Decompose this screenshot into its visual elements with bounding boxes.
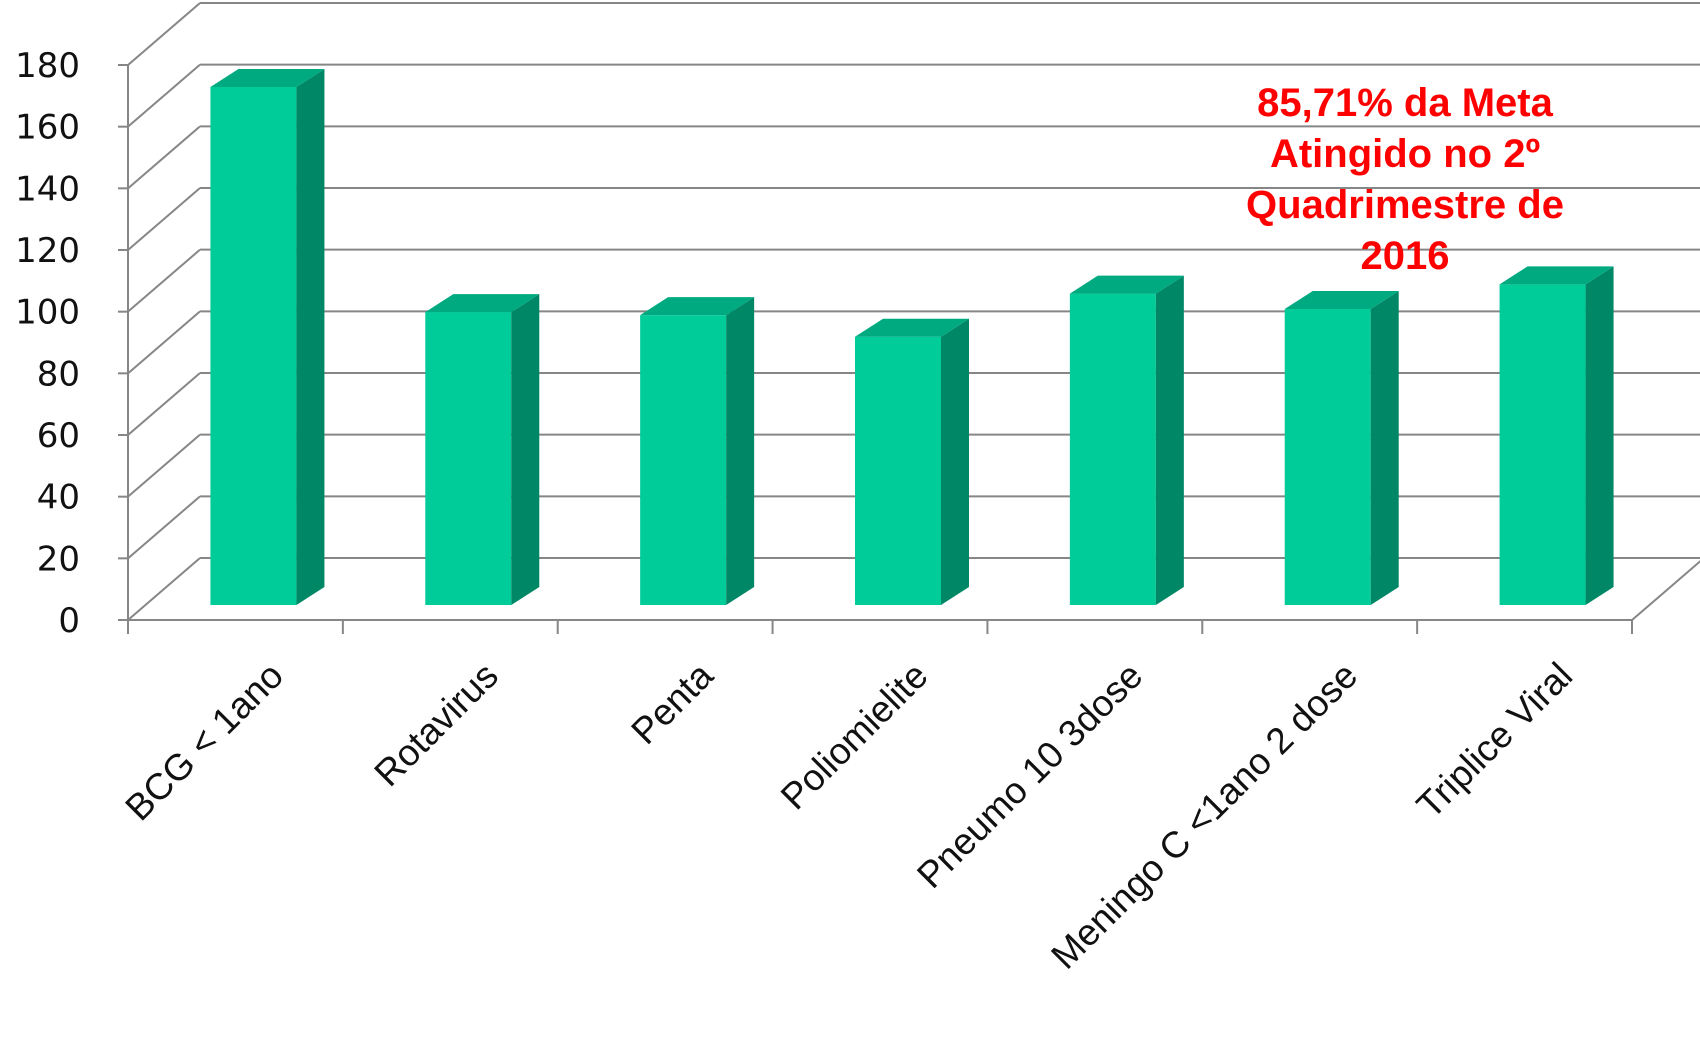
gridline-side-60 (127, 372, 201, 436)
y-tick-label-0: 0 (58, 601, 80, 641)
bar-1 (425, 294, 540, 605)
bar-5 (1284, 291, 1399, 605)
bar-front-5 (1284, 309, 1371, 605)
y-tick-label-180: 180 (15, 46, 80, 86)
bar-top-0 (210, 69, 325, 87)
gridline-side-40 (127, 433, 201, 498)
floor-edge-right (1631, 560, 1700, 621)
x-category-label-3: Poliomielite (773, 655, 936, 818)
y-tick-label-140: 140 (15, 169, 80, 209)
bar-front-0 (210, 87, 297, 605)
y-tick-label-40: 40 (37, 478, 80, 518)
bars (210, 69, 1614, 605)
bar-front-6 (1499, 284, 1586, 605)
x-category-label-0: BCG < 1ano (117, 655, 291, 829)
y-tick-label-120: 120 (15, 231, 80, 271)
annotation-line-3: Quadrimestre de (1246, 183, 1564, 227)
gridline-side-140 (127, 125, 201, 190)
bar-side-4 (1155, 275, 1184, 605)
gridline-side-80 (127, 310, 201, 375)
bar-front-4 (1069, 293, 1156, 605)
x-category-labels: BCG < 1ano Rotavirus Penta PoliomielitePneu… (117, 654, 1580, 976)
annotation-line-4: 2016 (1360, 234, 1450, 278)
y-tick-label-80: 80 (37, 354, 80, 394)
bar-side-0 (296, 69, 325, 605)
bar-top-5 (1284, 291, 1399, 309)
bar-side-6 (1585, 266, 1614, 605)
bar-side-3 (941, 318, 969, 605)
goal-annotation: 85,71% da Meta Atingido no 2º Quadrimest… (1180, 78, 1630, 282)
y-tick-labels: 0 20 40 60 80 100 120 140 160 180 (15, 46, 80, 641)
gridline-side-120 (127, 187, 201, 251)
gridline-side-160 (127, 63, 201, 128)
bar-top-4 (1069, 275, 1184, 294)
gridline-side-180 (127, 2, 201, 66)
gridline-side-20 (127, 495, 201, 560)
bar-side-1 (511, 294, 540, 605)
bar-top-3 (855, 318, 969, 337)
y-tick-label-60: 60 (37, 416, 80, 456)
y-tick-label-20: 20 (37, 539, 80, 579)
x-category-label-1: Rotavirus (366, 655, 505, 794)
bar-front-3 (855, 336, 941, 605)
x-category-label-6: Triplice Viral (1409, 655, 1580, 826)
bar-2 (640, 297, 755, 605)
y-tick-label-100: 100 (15, 293, 80, 333)
bar-6 (1499, 266, 1614, 605)
bar-front-1 (425, 312, 512, 605)
bar-3 (855, 318, 969, 605)
bar-side-2 (726, 297, 755, 605)
x-category-label-2: Penta (623, 654, 721, 752)
bar-top-2 (640, 297, 755, 316)
bar-4 (1069, 275, 1184, 605)
annotation-line-1: 85,71% da Meta (1257, 81, 1553, 125)
gridline-side-0 (127, 557, 201, 621)
axes (118, 64, 1633, 634)
x-category-label-4: Pneumo 10 3dose (909, 655, 1150, 896)
bar-front-2 (640, 315, 727, 605)
bar-side-5 (1370, 291, 1399, 605)
annotation-line-2: Atingido no 2º (1269, 132, 1541, 176)
bar-0 (210, 69, 325, 605)
bar-top-1 (425, 294, 540, 313)
gridline-side-100 (127, 248, 201, 313)
bar-top-6 (1499, 266, 1614, 285)
y-tick-label-160: 160 (15, 108, 80, 148)
